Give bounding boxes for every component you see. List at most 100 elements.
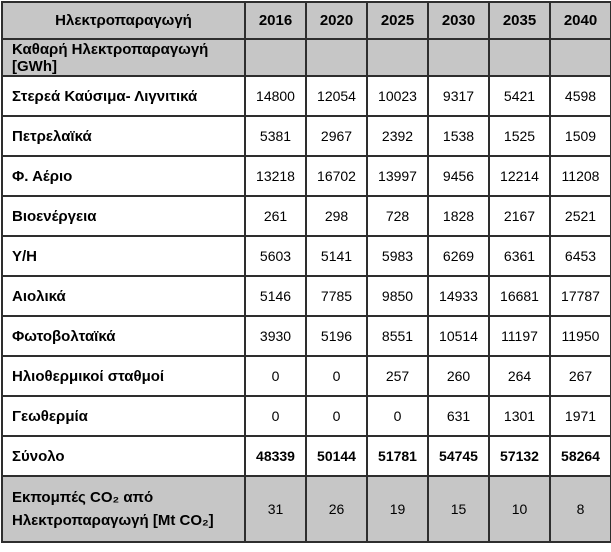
value-cell: 7785 [305,275,368,317]
value-cell: 298 [305,195,368,237]
total-value-cell: 51781 [366,435,429,477]
value-cell: 0 [244,355,307,397]
table-title: Ηλεκτροπαραγωγή [1,1,246,40]
value-cell: 1538 [427,115,490,157]
row-total: Σύνολο 48339 50144 51781 54745 57132 582… [1,435,611,477]
value-cell: 5141 [305,235,368,277]
total-label: Σύνολο [1,435,246,477]
emissions-value-cell: 8 [549,475,611,543]
row-label: Στερεά Καύσιμα- Λιγνιτικά [1,75,246,117]
value-cell: 5603 [244,235,307,277]
value-cell: 10514 [427,315,490,357]
value-cell: 11197 [488,315,551,357]
value-cell: 9456 [427,155,490,197]
value-cell: 13218 [244,155,307,197]
value-cell: 5983 [366,235,429,277]
row-photovoltaics: Φωτοβολταϊκά 3930 5196 8551 10514 11197 … [1,315,611,357]
value-cell: 2521 [549,195,611,237]
value-cell: 11950 [549,315,611,357]
total-value-cell: 48339 [244,435,307,477]
value-cell: 9850 [366,275,429,317]
value-cell: 5146 [244,275,307,317]
value-cell: 261 [244,195,307,237]
value-cell: 0 [244,395,307,437]
empty-cell [366,38,429,77]
row-oil: Πετρελαϊκά 5381 2967 2392 1538 1525 1509 [1,115,611,157]
value-cell: 1971 [549,395,611,437]
row-bioenergy: Βιοενέργεια 261 298 728 1828 2167 2521 [1,195,611,237]
row-label: Φωτοβολταϊκά [1,315,246,357]
value-cell: 0 [366,395,429,437]
emissions-value-cell: 31 [244,475,307,543]
empty-cell [305,38,368,77]
year-header-2025: 2025 [366,1,429,40]
value-cell: 5421 [488,75,551,117]
year-header-2040: 2040 [549,1,611,40]
total-value-cell: 50144 [305,435,368,477]
empty-cell [427,38,490,77]
value-cell: 6269 [427,235,490,277]
value-cell: 6453 [549,235,611,277]
value-cell: 6361 [488,235,551,277]
empty-cell [488,38,551,77]
value-cell: 14800 [244,75,307,117]
value-cell: 2392 [366,115,429,157]
value-cell: 728 [366,195,429,237]
total-value-cell: 58264 [549,435,611,477]
value-cell: 1525 [488,115,551,157]
row-label: Βιοενέργεια [1,195,246,237]
year-header-2030: 2030 [427,1,490,40]
empty-cell [549,38,611,77]
value-cell: 1509 [549,115,611,157]
year-header-2035: 2035 [488,1,551,40]
value-cell: 16681 [488,275,551,317]
value-cell: 631 [427,395,490,437]
value-cell: 5196 [305,315,368,357]
section-row: Καθαρή Ηλεκτροπαραγωγή [GWh] [1,38,611,77]
value-cell: 2967 [305,115,368,157]
value-cell: 0 [305,355,368,397]
emissions-value-cell: 26 [305,475,368,543]
value-cell: 13997 [366,155,429,197]
value-cell: 260 [427,355,490,397]
total-value-cell: 57132 [488,435,551,477]
value-cell: 0 [305,395,368,437]
row-label: Αιολικά [1,275,246,317]
value-cell: 1828 [427,195,490,237]
value-cell: 1301 [488,395,551,437]
value-cell: 3930 [244,315,307,357]
emissions-value-cell: 15 [427,475,490,543]
row-solid-fuels: Στερεά Καύσιμα- Λιγνιτικά 14800 12054 10… [1,75,611,117]
row-label: Γεωθερμία [1,395,246,437]
empty-cell [244,38,307,77]
value-cell: 264 [488,355,551,397]
value-cell: 17787 [549,275,611,317]
section-label: Καθαρή Ηλεκτροπαραγωγή [GWh] [1,38,246,77]
value-cell: 11208 [549,155,611,197]
row-label: Πετρελαϊκά [1,115,246,157]
emissions-value-cell: 10 [488,475,551,543]
total-value-cell: 54745 [427,435,490,477]
value-cell: 267 [549,355,611,397]
row-natural-gas: Φ. Αέριο 13218 16702 13997 9456 12214 11… [1,155,611,197]
value-cell: 14933 [427,275,490,317]
emissions-label: Εκπομπές CO₂ από Ηλεκτροπαραγωγή [Mt CO₂… [1,475,246,543]
year-header-2020: 2020 [305,1,368,40]
value-cell: 12214 [488,155,551,197]
emissions-value-cell: 19 [366,475,429,543]
value-cell: 257 [366,355,429,397]
value-cell: 10023 [366,75,429,117]
value-cell: 2167 [488,195,551,237]
row-label: Υ/Η [1,235,246,277]
row-solar-thermal: Ηλιοθερμικοί σταθμοί 0 0 257 260 264 267 [1,355,611,397]
row-label: Ηλιοθερμικοί σταθμοί [1,355,246,397]
value-cell: 9317 [427,75,490,117]
row-hydro: Υ/Η 5603 5141 5983 6269 6361 6453 [1,235,611,277]
header-row: Ηλεκτροπαραγωγή 2016 2020 2025 2030 2035… [1,1,611,40]
value-cell: 4598 [549,75,611,117]
row-wind: Αιολικά 5146 7785 9850 14933 16681 17787 [1,275,611,317]
row-co2-emissions: Εκπομπές CO₂ από Ηλεκτροπαραγωγή [Mt CO₂… [1,475,611,543]
value-cell: 16702 [305,155,368,197]
year-header-2016: 2016 [244,1,307,40]
